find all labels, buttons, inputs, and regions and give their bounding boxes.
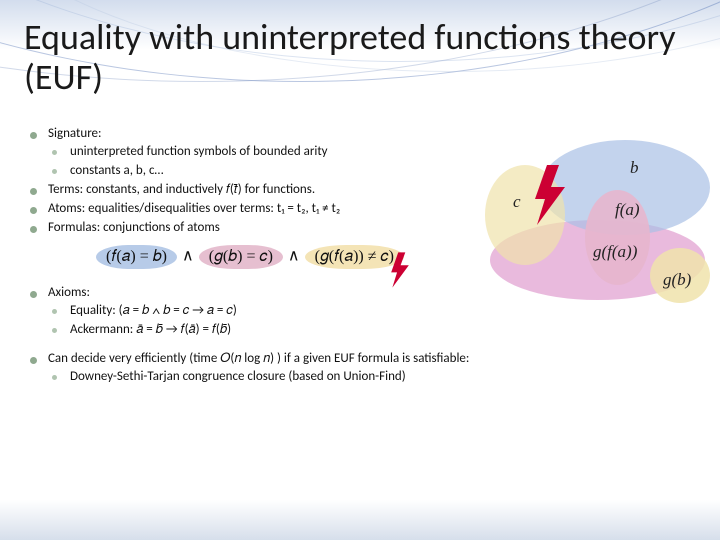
blob-label-c: c	[513, 192, 521, 212]
bullet-signature: Signature: uninterpreted function symbol…	[30, 126, 470, 178]
formula-oval-2: (𝑔(𝑏) = 𝑐)	[199, 245, 283, 269]
bullet-label: Can decide very efficiently (time 𝑂(𝑛 lo…	[48, 351, 469, 366]
bullet-formulas: Formulas: conjunctions of atoms	[30, 220, 470, 235]
blob-label-gfa: g(f(a))	[593, 242, 637, 262]
formula-and: ∧	[182, 248, 194, 265]
bg-footer-gradient	[0, 500, 720, 540]
bullet-atoms: Atoms: equalities/disequalities over ter…	[30, 201, 470, 216]
euf-blob-diagram: b c f(a) g(f(a)) g(b)	[485, 140, 710, 310]
blob-label-b: b	[630, 158, 639, 178]
bullet-axiom-eq: Equality: (𝑎 = 𝑏 ∧ 𝑏 = 𝑐 → 𝑎 = 𝑐)	[52, 303, 470, 318]
bolt-icon	[390, 250, 410, 290]
blob-label-fa: f(a)	[615, 200, 640, 220]
bullet-terms: Terms: constants, and inductively 𝑓(𝑡̄) …	[30, 182, 470, 197]
bullet-axiom-ack: Ackermann: 𝑎̄ = 𝑏̄ → 𝑓(𝑎̄) = 𝑓(𝑏̄)	[52, 322, 470, 337]
bullet-decide: Can decide very efficiently (time 𝑂(𝑛 lo…	[30, 351, 670, 384]
bullet-label: Signature:	[48, 126, 102, 141]
bullet-signature-sub: constants a, b, c…	[52, 163, 470, 178]
page-title: Equality with uninterpreted functions th…	[24, 18, 700, 97]
bolt-icon	[533, 165, 567, 225]
bullet-label: Axioms:	[48, 285, 90, 300]
bullet-decide-sub: Downey-Sethi-Tarjan congruence closure (…	[52, 369, 670, 384]
bullet-axioms: Axioms: Equality: (𝑎 = 𝑏 ∧ 𝑏 = 𝑐 → 𝑎 = 𝑐…	[30, 285, 470, 337]
blob-label-gb: g(b)	[663, 270, 691, 290]
formula-and: ∧	[288, 248, 300, 265]
formula-oval-1: (𝑓(𝑎) = 𝑏)	[96, 245, 177, 269]
bullet-signature-sub: uninterpreted function symbols of bounde…	[52, 144, 470, 159]
